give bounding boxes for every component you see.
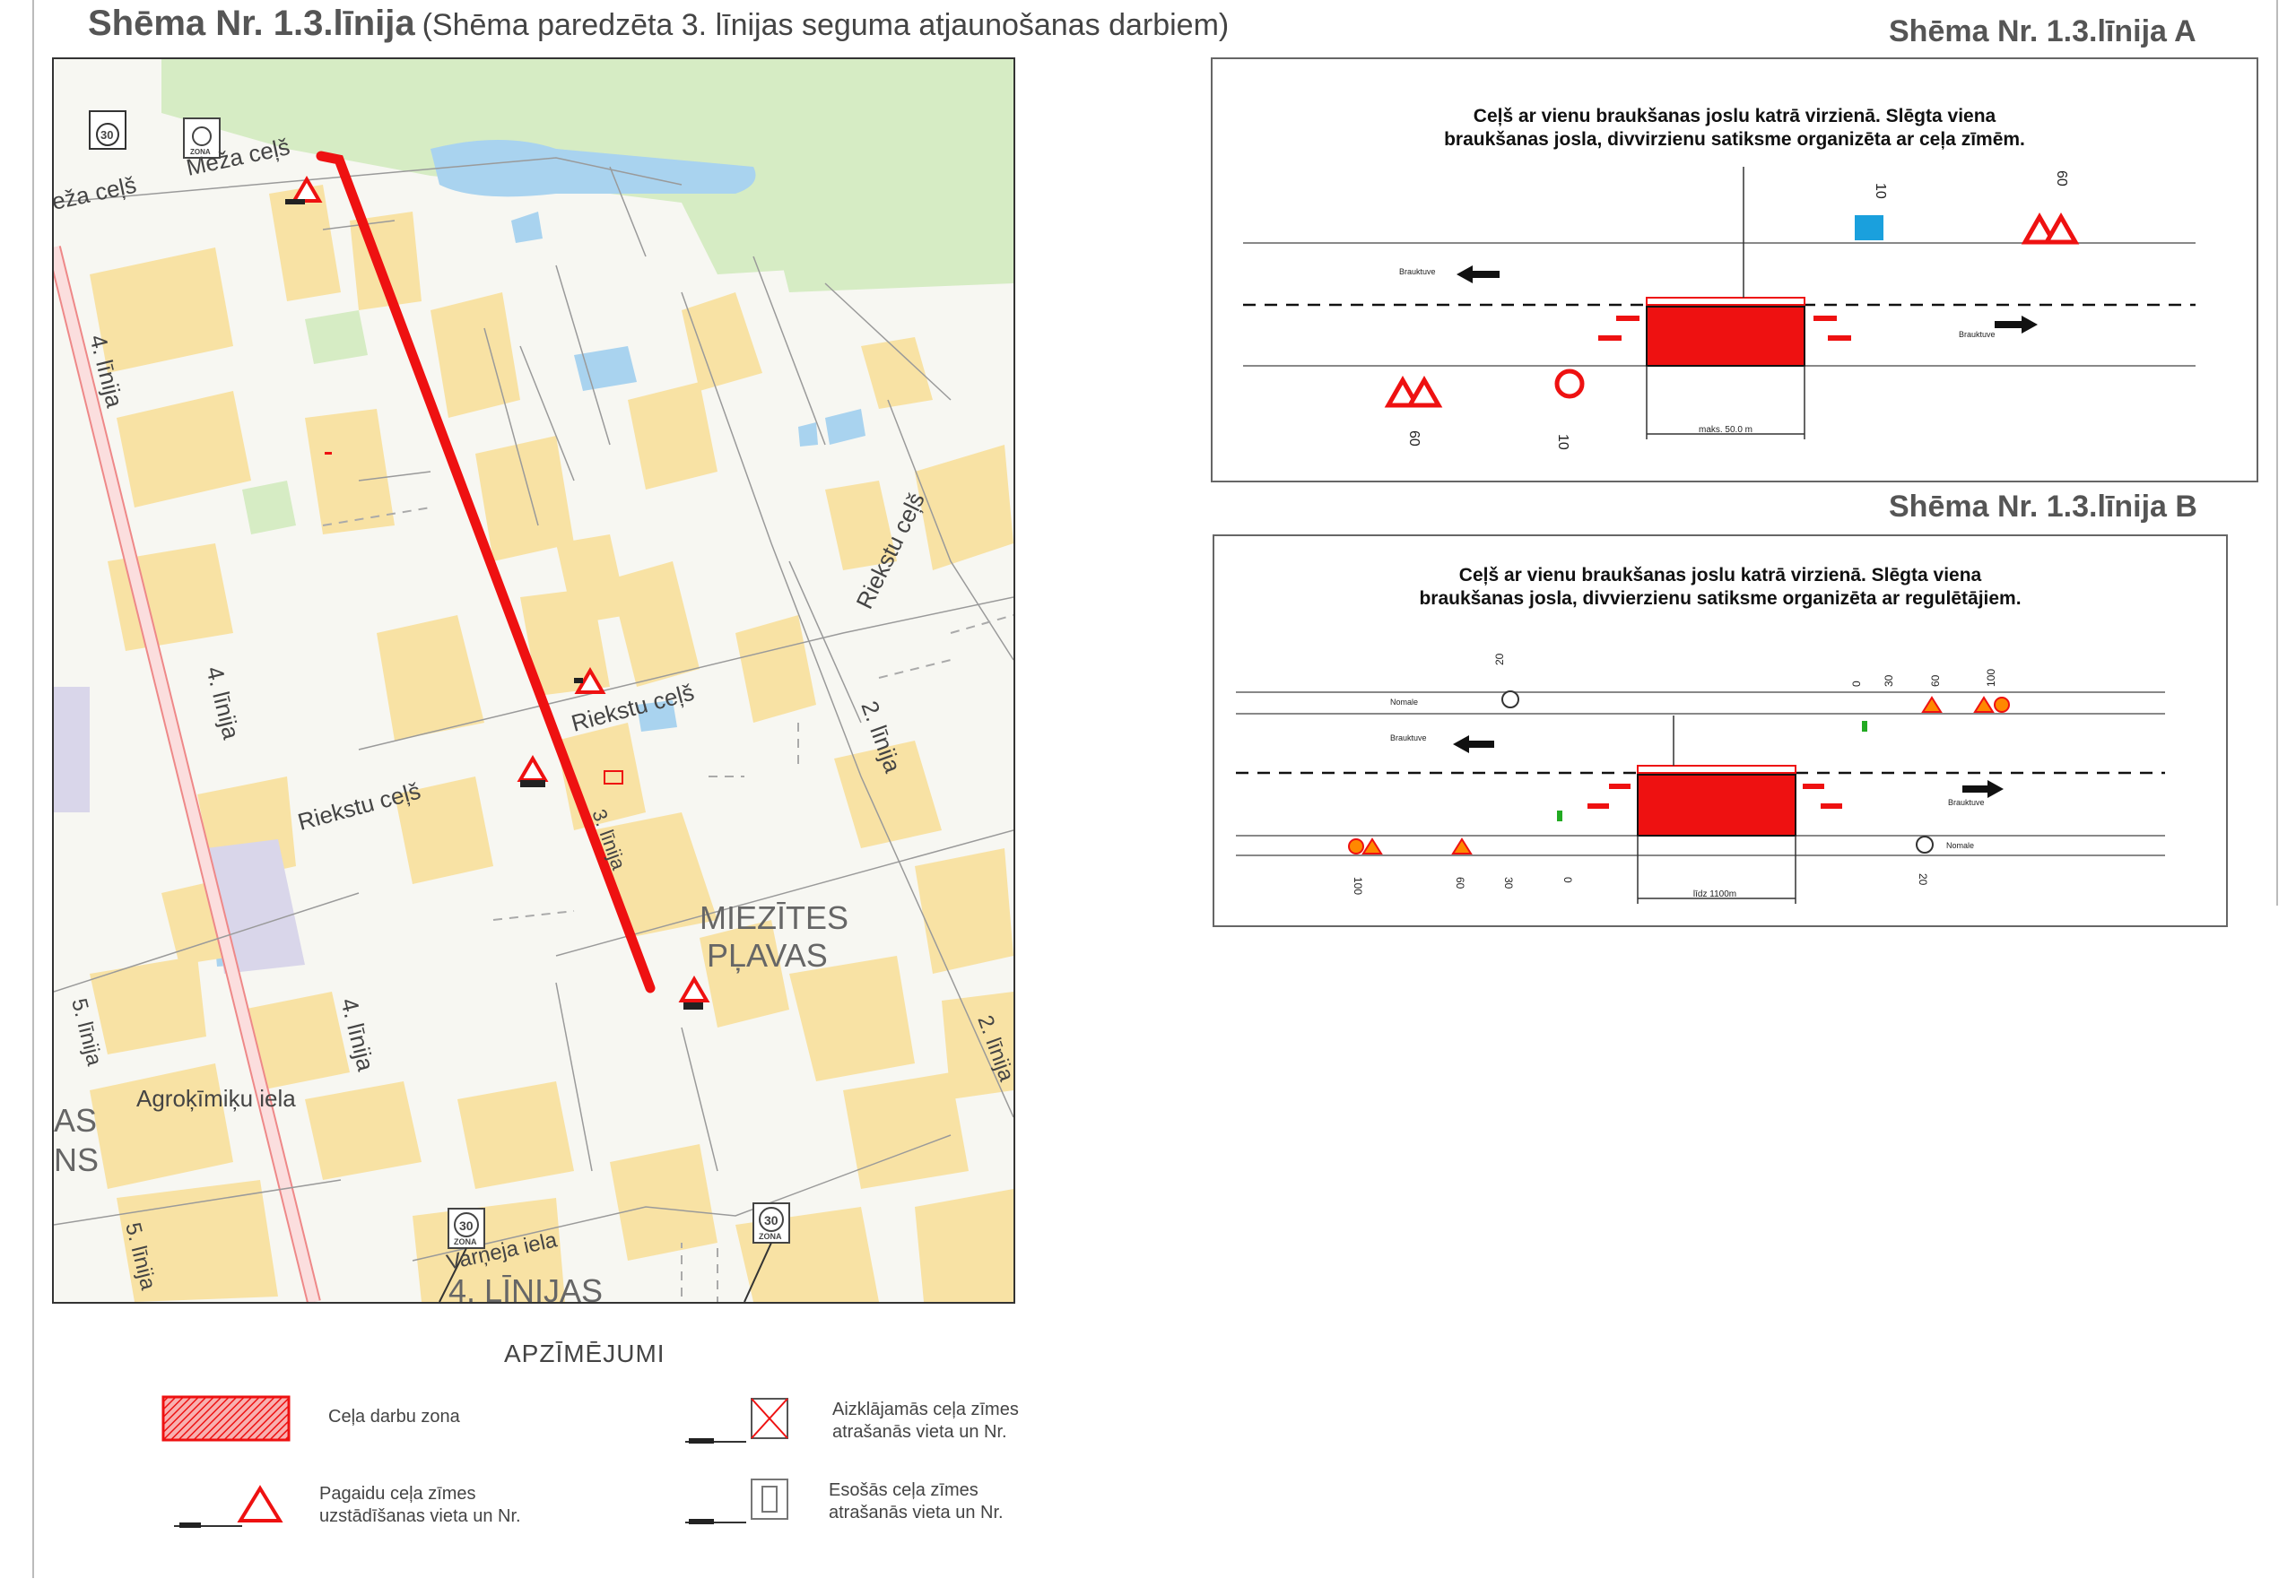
scheme-a-no-overtake-sign — [1554, 369, 1585, 399]
title-main: Shēma Nr. 1.3.līnija — [88, 4, 415, 43]
label-meza-cels-west: eža ceļš — [54, 171, 139, 215]
work-route-line — [316, 151, 656, 993]
legend-temp-sign-symbol — [174, 1485, 283, 1528]
legend-temp-line-1: Pagaidu ceļa zīmes — [319, 1484, 476, 1504]
scheme-b-dist-bottom-100: 100 — [1352, 877, 1364, 895]
scheme-a-warning-signs — [1384, 212, 2080, 408]
scheme-a-dist-60-top: 60 — [2054, 170, 2069, 186]
scheme-b-dist-top-20: 20 — [1493, 653, 1506, 665]
legend-title: APZĪMĒJUMI — [504, 1340, 665, 1367]
scheme-b-arrow-right — [1962, 780, 2004, 798]
page-frame-right — [2276, 0, 2278, 906]
scheme-b-dist-top-0: 0 — [1850, 681, 1863, 687]
scheme-a-arrow-left — [1457, 265, 1500, 283]
scheme-a-panel: Ceļš ar vienu braukšanas joslu katrā vir… — [1211, 57, 2258, 482]
legend-temp-sign-label: Pagaidu ceļa zīmes uzstādīšanas vieta un … — [319, 1483, 521, 1528]
title-subtitle: (Shēma paredzēta 3. līnijas seguma atjau… — [422, 8, 1230, 42]
scheme-b-length-label: līdz 1100m — [1693, 889, 1736, 899]
zone-sign-label-left: ZONA — [454, 1237, 477, 1246]
scheme-b-dist-top-30: 30 — [1883, 674, 1895, 687]
legend-existing-line-2: atrašanās vieta un Nr. — [829, 1503, 1004, 1522]
legend-existing-sign-symbol — [685, 1479, 788, 1524]
scheme-b-label: Shēma Nr. 1.3.līnija B — [1889, 490, 2197, 524]
scheme-b-dist-bottom-0: 0 — [1561, 877, 1574, 883]
scheme-b-work-zone — [1637, 774, 1796, 837]
scheme-b-dist-bottom-60: 60 — [1454, 877, 1466, 889]
label-4-linijas: 4. LĪNIJAS — [448, 1272, 603, 1302]
map-temp-signs — [285, 176, 710, 1010]
page-title: Shēma Nr. 1.3.līnija (Shēma paredzēta 3. … — [88, 4, 1229, 44]
scheme-a-label: Shēma Nr. 1.3.līnija A — [1889, 14, 2196, 48]
page-frame-left — [32, 0, 34, 1578]
scheme-b-lane-label-bottom: Brauktuve — [1948, 798, 1985, 807]
scheme-b-dist-bottom-30: 30 — [1502, 877, 1515, 889]
scheme-b-normale-top: Nomale — [1390, 698, 1418, 707]
label-as: AS — [54, 1102, 97, 1139]
scheme-b-panel: Ceļš ar vienu braukšanas joslu katrā vir… — [1213, 534, 2228, 927]
scheme-a-work-zone — [1646, 306, 1805, 367]
scheme-b-arrow-left — [1453, 735, 1494, 753]
scheme-a-lane-label-bottom: Brauktuve — [1959, 330, 1996, 339]
building-blocks — [90, 185, 1013, 1302]
scheme-b-dist-bottom-20: 20 — [1917, 873, 1929, 886]
map-existing-signs — [89, 110, 790, 1302]
scheme-b-desc-1: Ceļš ar vienu braukšanas joslu katrā vir… — [1459, 565, 1982, 585]
legend-work-zone-label: Ceļa darbu zona — [328, 1407, 460, 1427]
scheme-b-desc-2: braukšanas josla, divvierzienu satiksme … — [1419, 588, 2021, 609]
small-work-mark — [325, 452, 332, 455]
zone-sign-label-right: ZONA — [759, 1232, 782, 1241]
scheme-b-diagram: Ceļš ar vienu braukšanas joslu katrā vir… — [1236, 565, 2165, 904]
zone-sign-30-text-right: 30 — [764, 1213, 778, 1227]
scheme-a-dist-60-bottom: 60 — [1406, 430, 1422, 447]
map-canvas: Meža ceļš eža ceļš 4. līnija 4. līnija 4… — [54, 59, 1013, 1302]
legend-work-zone-swatch — [161, 1395, 291, 1442]
road-network — [54, 157, 1013, 1302]
scheme-b-lane-label-top: Brauktuve — [1390, 733, 1427, 742]
label-ns: NS — [54, 1141, 99, 1178]
scheme-b-normale-bottom: Nomale — [1946, 841, 1974, 850]
scheme-a-desc-1: Ceļš ar vienu braukšanas joslu katrā vir… — [1474, 106, 1996, 126]
legend-existing-sign-label: Esošās ceļa zīmes atrašanās vieta un Nr. — [829, 1479, 1004, 1524]
zone-sign-label-top: ZONA — [190, 148, 211, 156]
scheme-a-priority-sign — [1855, 215, 1883, 240]
scheme-a-desc-2: braukšanas josla, divvirzienu satiksme o… — [1444, 129, 2025, 150]
scheme-a-dist-10-bottom: 10 — [1555, 434, 1570, 450]
scheme-a-lane-label-top: Brauktuve — [1399, 267, 1436, 276]
legend-covered-sign-symbol — [685, 1398, 788, 1444]
zone-sign-30-text-left: 30 — [459, 1219, 474, 1233]
legend-covered-sign-label: Aizklājamās ceļa zīmes atrašanās vieta un… — [832, 1399, 1019, 1444]
label-plavas: PĻAVAS — [707, 937, 828, 974]
small-work-mark-2 — [604, 770, 623, 785]
scheme-a-diagram: Ceļš ar vienu braukšanas joslu katrā vir… — [1243, 106, 2196, 450]
label-4-linija-mid: 4. līnija — [201, 664, 245, 742]
scheme-b-signs — [1348, 690, 2010, 854]
legend-existing-line-1: Esošās ceļa zīmes — [829, 1480, 978, 1500]
scheme-a-length-label: maks. 50.0 m — [1699, 425, 1752, 435]
legend-temp-line-2: uzstādīšanas vieta un Nr. — [319, 1506, 521, 1526]
legend-covered-line-1: Aizklājamās ceļa zīmes — [832, 1400, 1019, 1419]
legend-covered-line-2: atrašanās vieta un Nr. — [832, 1422, 1007, 1442]
scheme-a-arrow-right — [1995, 316, 2038, 334]
label-agrokimiku-iela: Agroķīmiķu iela — [136, 1085, 296, 1112]
scheme-b-dist-top-60: 60 — [1929, 674, 1942, 687]
dashed-paths — [322, 507, 1013, 1302]
scheme-a-barriers — [1598, 297, 1851, 341]
label-miezites: MIEZĪTES — [700, 899, 848, 936]
scheme-a-dist-10-top: 10 — [1873, 183, 1888, 199]
map-view[interactable]: Meža ceļš eža ceļš 4. līnija 4. līnija 4… — [52, 57, 1015, 1304]
scheme-b-dist-top-100: 100 — [1985, 669, 1997, 687]
scheme-b-barriers — [1587, 765, 1842, 809]
speed-sign-30-top: 30 — [100, 128, 113, 142]
